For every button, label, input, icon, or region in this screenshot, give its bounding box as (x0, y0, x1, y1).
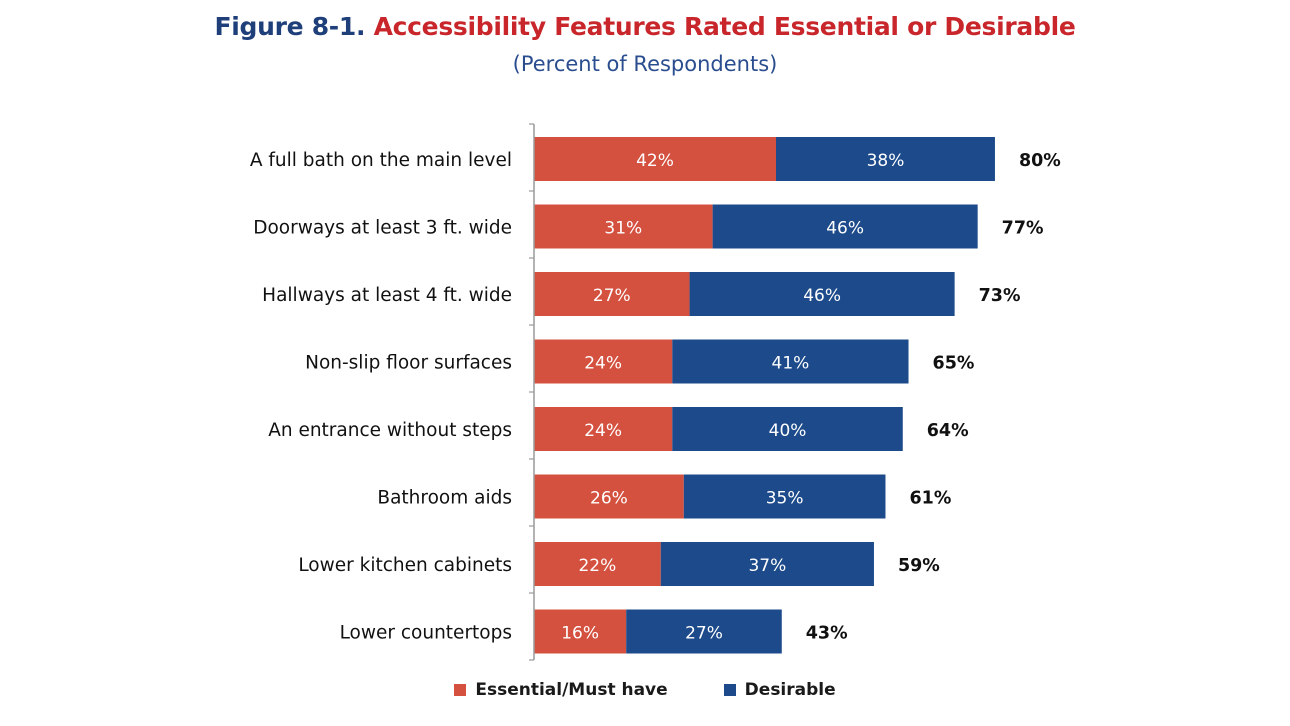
bar-essential (534, 407, 673, 451)
data-label-essential: 24% (584, 421, 622, 441)
bar-desirable (712, 204, 978, 249)
legend-item-essential: Essential/Must have (454, 680, 668, 700)
bar-desirable (626, 609, 782, 654)
data-label-desirable: 46% (826, 219, 864, 239)
data-label-desirable: 46% (803, 286, 841, 306)
total-label: 65% (933, 354, 975, 374)
category-label: An entrance without steps (268, 420, 512, 441)
legend-item-desirable: Desirable (723, 680, 836, 700)
figure-number: Figure 8-1. (214, 12, 366, 41)
data-label-desirable: 41% (772, 354, 810, 374)
bar-essential (534, 339, 673, 384)
category-label: Hallways at least 4 ft. wide (262, 285, 512, 306)
total-label: 59% (898, 556, 940, 576)
bar-desirable (776, 137, 995, 181)
data-label-essential: 16% (561, 624, 599, 644)
legend-swatch-essential (454, 684, 467, 696)
bar-essential (534, 204, 713, 249)
data-label-essential: 31% (604, 219, 642, 239)
data-label-essential: 42% (636, 151, 674, 171)
bar-desirable (689, 272, 955, 316)
legend-swatch-desirable (723, 684, 736, 696)
bar-essential (534, 474, 684, 519)
data-label-desirable: 38% (867, 151, 905, 171)
bar-desirable (660, 542, 874, 586)
figure-title: Accessibility Features Rated Essential o… (373, 12, 1076, 41)
category-label: Doorways at least 3 ft. wide (253, 218, 512, 239)
total-label: 80% (1019, 151, 1061, 171)
total-label: 43% (806, 624, 848, 644)
legend: Essential/Must have Desirable (0, 680, 1290, 700)
chart-subtitle: (Percent of Respondents) (512, 52, 778, 76)
bar-essential (534, 542, 661, 586)
data-label-desirable: 27% (685, 624, 723, 644)
total-label: 61% (909, 489, 951, 509)
bar-desirable (672, 407, 903, 451)
bar-desirable (672, 339, 909, 384)
data-label-essential: 22% (578, 556, 616, 576)
data-label-essential: 26% (590, 489, 628, 509)
chart-title: Figure 8-1. Accessibility Features Rated… (0, 12, 1290, 41)
bar-essential (534, 609, 627, 654)
data-label-essential: 24% (584, 354, 622, 374)
data-label-desirable: 37% (748, 556, 786, 576)
category-label: A full bath on the main level (250, 150, 512, 171)
category-label: Lower kitchen cabinets (298, 555, 512, 576)
data-label-essential: 27% (593, 286, 631, 306)
category-label: Bathroom aids (377, 488, 512, 509)
bar-essential (534, 137, 776, 181)
category-label: Non-slip floor surfaces (305, 353, 512, 374)
category-label: Lower countertops (340, 623, 512, 644)
bar-desirable (683, 474, 886, 519)
total-label: 77% (1002, 219, 1044, 239)
data-label-desirable: 35% (766, 489, 804, 509)
legend-label-desirable: Desirable (744, 680, 836, 700)
data-label-desirable: 40% (769, 421, 807, 441)
legend-label-essential: Essential/Must have (475, 680, 668, 700)
total-label: 73% (979, 286, 1021, 306)
bar-essential (534, 272, 690, 316)
total-label: 64% (927, 421, 969, 441)
